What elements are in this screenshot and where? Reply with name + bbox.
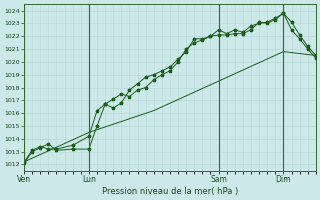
X-axis label: Pression niveau de la mer( hPa ): Pression niveau de la mer( hPa )	[102, 187, 238, 196]
